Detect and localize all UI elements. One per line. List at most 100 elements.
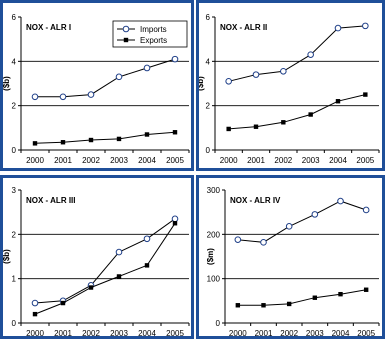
- data-point-exports: [144, 132, 150, 137]
- data-point-exports: [60, 140, 66, 145]
- data-point-imports: [337, 197, 344, 205]
- series-line-imports: [237, 200, 367, 243]
- y-tick-label: 2: [206, 102, 211, 111]
- data-point-exports: [172, 221, 178, 226]
- y-tick-label: 0: [12, 319, 17, 328]
- y-tick-label: 0: [206, 146, 211, 155]
- series-line-exports: [237, 289, 367, 306]
- chart-svg: 0 100 200 300 2000 2001 2002 2003 2004 2005 ($m) NO…: [206, 186, 380, 336]
- x-tick-label: 2001: [54, 329, 72, 336]
- data-point-imports: [334, 24, 342, 32]
- x-tick-label: 2002: [82, 156, 100, 165]
- data-point-exports: [88, 137, 94, 143]
- x-tick-label: 2000: [26, 156, 44, 165]
- data-point-exports: [144, 263, 150, 268]
- y-tick-label: 300: [207, 186, 221, 195]
- x-tick-label: 2000: [229, 329, 247, 336]
- data-point-imports: [87, 91, 95, 98]
- chart-title: NOX - ALR I: [26, 23, 71, 32]
- chart-panel-1: 0 2 4 6 2000 2001 2002 2003 2004 2005 ($b) NOX - AL…: [0, 0, 194, 171]
- series-line-imports: [228, 25, 366, 82]
- y-tick-label: 6: [12, 13, 17, 22]
- legend-label-exports: Exports: [140, 36, 167, 45]
- data-point-imports: [115, 73, 123, 81]
- y-axis-label: ($b): [3, 249, 11, 264]
- data-point-imports: [31, 299, 39, 307]
- x-tick-label: 2003: [110, 329, 128, 336]
- legend-label-imports: Imports: [140, 25, 167, 34]
- data-point-exports: [335, 99, 341, 104]
- y-tick-label: 2: [12, 230, 17, 239]
- data-point-imports: [307, 51, 314, 58]
- data-point-imports: [31, 93, 39, 101]
- data-point-imports: [143, 64, 151, 72]
- x-tick-label: 2001: [54, 156, 72, 165]
- data-point-exports: [363, 92, 368, 97]
- chart-panel-2: 0 2 4 6 2000 2001 2002 2003 2004 2005 ($b) NOX - AL…: [196, 0, 385, 171]
- data-point-exports: [60, 300, 66, 306]
- data-point-imports: [143, 235, 151, 243]
- legend-marker-exports: [123, 37, 129, 43]
- x-tick-label: 2001: [247, 156, 265, 165]
- x-tick-label: 2001: [255, 329, 273, 336]
- series-line-exports: [228, 94, 366, 130]
- data-point-imports: [225, 77, 232, 85]
- x-tick-label: 2002: [274, 156, 292, 165]
- x-tick-label: 2004: [329, 156, 347, 165]
- y-tick-label: 3: [12, 186, 17, 195]
- data-point-exports: [281, 120, 286, 125]
- data-point-exports: [286, 301, 292, 307]
- data-point-imports: [171, 55, 179, 63]
- x-tick-label: 2005: [357, 329, 375, 336]
- series-line-exports: [34, 131, 176, 144]
- data-point-exports: [308, 112, 313, 117]
- data-point-imports: [252, 71, 260, 78]
- data-point-imports: [234, 236, 242, 243]
- y-tick-label: 2: [12, 102, 17, 111]
- y-tick-label: 6: [206, 13, 211, 22]
- series-line-exports: [34, 223, 176, 315]
- data-point-exports: [116, 136, 122, 142]
- y-tick-label: 1: [12, 275, 17, 284]
- x-tick-label: 2002: [280, 329, 298, 336]
- y-tick-label: 100: [207, 275, 221, 284]
- data-point-exports: [116, 274, 122, 279]
- y-tick-label: 4: [12, 57, 17, 66]
- data-point-imports: [260, 239, 267, 246]
- data-point-exports: [253, 124, 259, 129]
- data-point-imports: [280, 68, 287, 75]
- data-point-exports: [172, 130, 178, 135]
- y-tick-label: 4: [206, 57, 211, 66]
- data-point-exports: [261, 303, 266, 308]
- chart-svg: 0 2 4 6 2000 2001 2002 2003 2004 2005 ($b) NOX - AL…: [199, 13, 380, 165]
- x-tick-label: 2003: [302, 156, 320, 165]
- y-axis-label: ($m): [206, 248, 215, 265]
- x-tick-label: 2004: [138, 156, 156, 165]
- legend-marker-imports: [122, 25, 130, 33]
- x-tick-label: 2003: [306, 329, 324, 336]
- data-point-imports: [285, 223, 293, 230]
- data-point-imports: [362, 22, 369, 30]
- chart-svg: 0 2 4 6 2000 2001 2002 2003 2004 2005 ($b) NOX - AL…: [3, 13, 190, 165]
- x-tick-label: 2002: [82, 329, 100, 336]
- chart-panel-3: 0 1 2 3 2000 2001 2002 2003 2004 2005 ($b) NOX - AL…: [0, 175, 194, 339]
- x-tick-label: 2005: [166, 156, 184, 165]
- chart-title: NOX - ALR IV: [230, 196, 281, 205]
- series-line-imports: [34, 218, 176, 304]
- y-axis-label: ($b): [199, 76, 205, 91]
- x-tick-label: 2000: [220, 156, 238, 165]
- x-tick-label: 2004: [138, 329, 156, 336]
- data-point-imports: [115, 248, 123, 256]
- data-point-imports: [59, 93, 67, 101]
- chart-svg: 0 1 2 3 2000 2001 2002 2003 2004 2005 ($b) NOX - AL…: [3, 186, 190, 336]
- data-point-exports: [338, 291, 343, 297]
- chart-title: NOX - ALR II: [220, 23, 267, 32]
- data-point-exports: [235, 303, 241, 308]
- y-tick-label: 0: [12, 146, 17, 155]
- data-point-imports: [362, 206, 370, 214]
- data-point-exports: [312, 295, 318, 300]
- y-tick-label: 0: [216, 319, 221, 328]
- data-point-exports: [32, 311, 38, 317]
- x-tick-label: 2003: [110, 156, 128, 165]
